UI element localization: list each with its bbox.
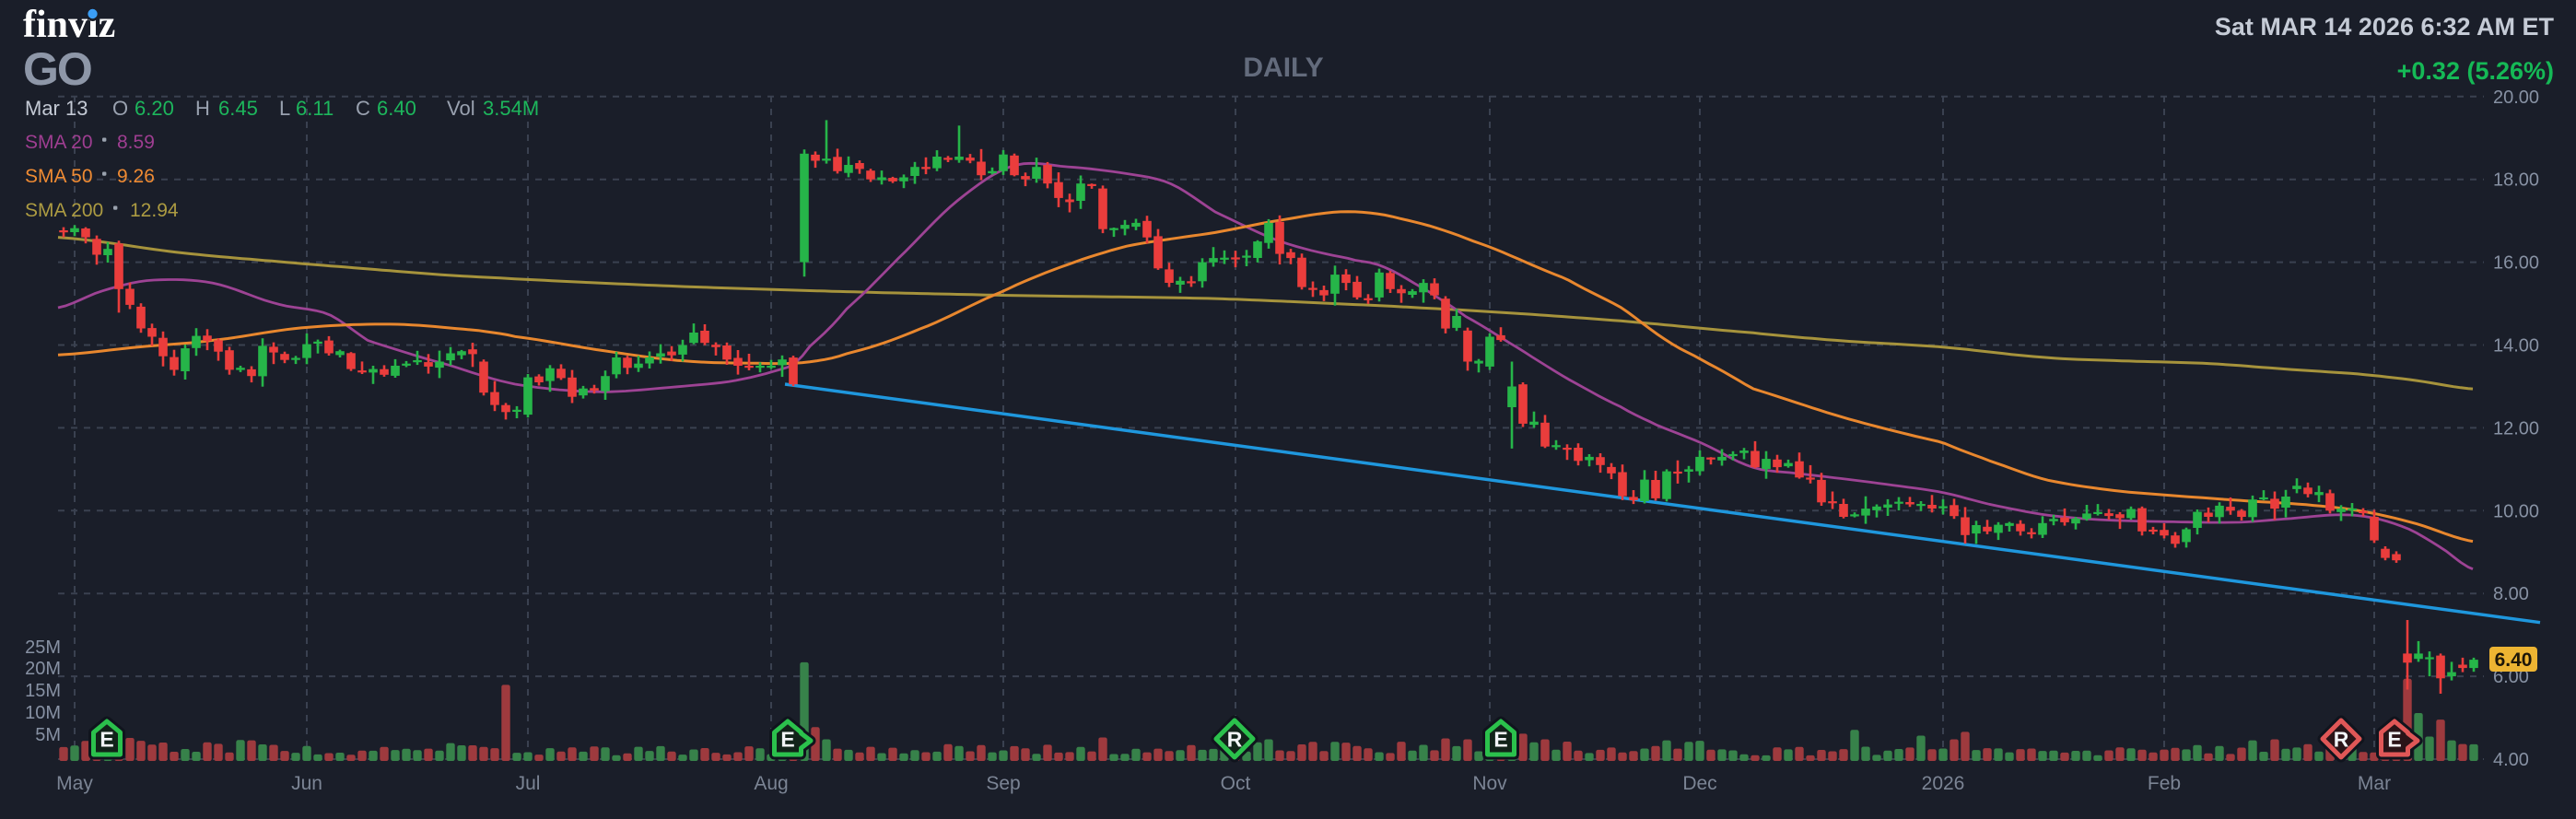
svg-text:14.00: 14.00 xyxy=(2493,336,2539,357)
svg-text:6.45: 6.45 xyxy=(218,97,258,120)
svg-text:6.40: 6.40 xyxy=(377,97,416,120)
svg-text:Sep: Sep xyxy=(986,773,1020,794)
svg-text:E: E xyxy=(1493,728,1507,752)
svg-text:SMA 20: SMA 20 xyxy=(25,132,93,153)
svg-text:R: R xyxy=(2334,728,2349,752)
svg-text:Feb: Feb xyxy=(2148,773,2181,794)
svg-text:Mar 13: Mar 13 xyxy=(25,97,88,120)
svg-text:L: L xyxy=(279,97,290,120)
svg-text:8.00: 8.00 xyxy=(2493,584,2529,604)
svg-text:GO: GO xyxy=(23,43,91,95)
svg-text:Mar: Mar xyxy=(2358,773,2391,794)
svg-text:16.00: 16.00 xyxy=(2493,253,2539,274)
svg-text:Oct: Oct xyxy=(1221,773,1251,794)
svg-text:10M: 10M xyxy=(25,703,61,723)
svg-text:Jul: Jul xyxy=(516,773,541,794)
svg-text:C: C xyxy=(356,97,370,120)
svg-text:25M: 25M xyxy=(25,638,61,658)
svg-text:finviz: finviz xyxy=(23,4,115,46)
svg-text:6.00: 6.00 xyxy=(2493,667,2529,687)
svg-text:Aug: Aug xyxy=(754,773,788,794)
svg-text:R: R xyxy=(1227,728,1243,752)
svg-text:+0.32 (5.26%): +0.32 (5.26%) xyxy=(2397,57,2554,85)
svg-text:O: O xyxy=(112,97,128,120)
svg-text:15M: 15M xyxy=(25,681,61,701)
svg-text:8.59: 8.59 xyxy=(117,132,155,153)
svg-text:2026: 2026 xyxy=(1922,773,1965,794)
svg-text:6.40: 6.40 xyxy=(2495,649,2533,671)
svg-text:May: May xyxy=(56,773,93,794)
svg-text:E: E xyxy=(2387,728,2401,752)
svg-text:3.54M: 3.54M xyxy=(483,97,539,120)
svg-text:20M: 20M xyxy=(25,659,61,679)
svg-text:10.00: 10.00 xyxy=(2493,501,2539,521)
svg-text:E: E xyxy=(100,728,113,752)
svg-text:Vol: Vol xyxy=(447,97,475,120)
svg-text:SMA 50: SMA 50 xyxy=(25,166,93,187)
svg-text:12.94: 12.94 xyxy=(130,200,179,221)
svg-text:20.00: 20.00 xyxy=(2493,88,2539,108)
svg-text:DAILY: DAILY xyxy=(1243,53,1323,83)
svg-text:Nov: Nov xyxy=(1472,773,1507,794)
svg-text:Dec: Dec xyxy=(1682,773,1716,794)
svg-text:9.26: 9.26 xyxy=(117,166,155,187)
svg-text:Sat MAR 14 2026 6:32 AM ET: Sat MAR 14 2026 6:32 AM ET xyxy=(2215,13,2555,41)
svg-text:6.20: 6.20 xyxy=(135,97,174,120)
svg-text:18.00: 18.00 xyxy=(2493,170,2539,191)
svg-text:SMA 200: SMA 200 xyxy=(25,200,103,221)
svg-text:E: E xyxy=(780,728,794,752)
svg-text:4.00: 4.00 xyxy=(2493,750,2529,770)
svg-text:6.11: 6.11 xyxy=(296,97,334,120)
svg-text:H: H xyxy=(195,97,210,120)
svg-text:Jun: Jun xyxy=(291,773,322,794)
svg-text:12.00: 12.00 xyxy=(2493,418,2539,439)
svg-text:5M: 5M xyxy=(35,725,61,745)
